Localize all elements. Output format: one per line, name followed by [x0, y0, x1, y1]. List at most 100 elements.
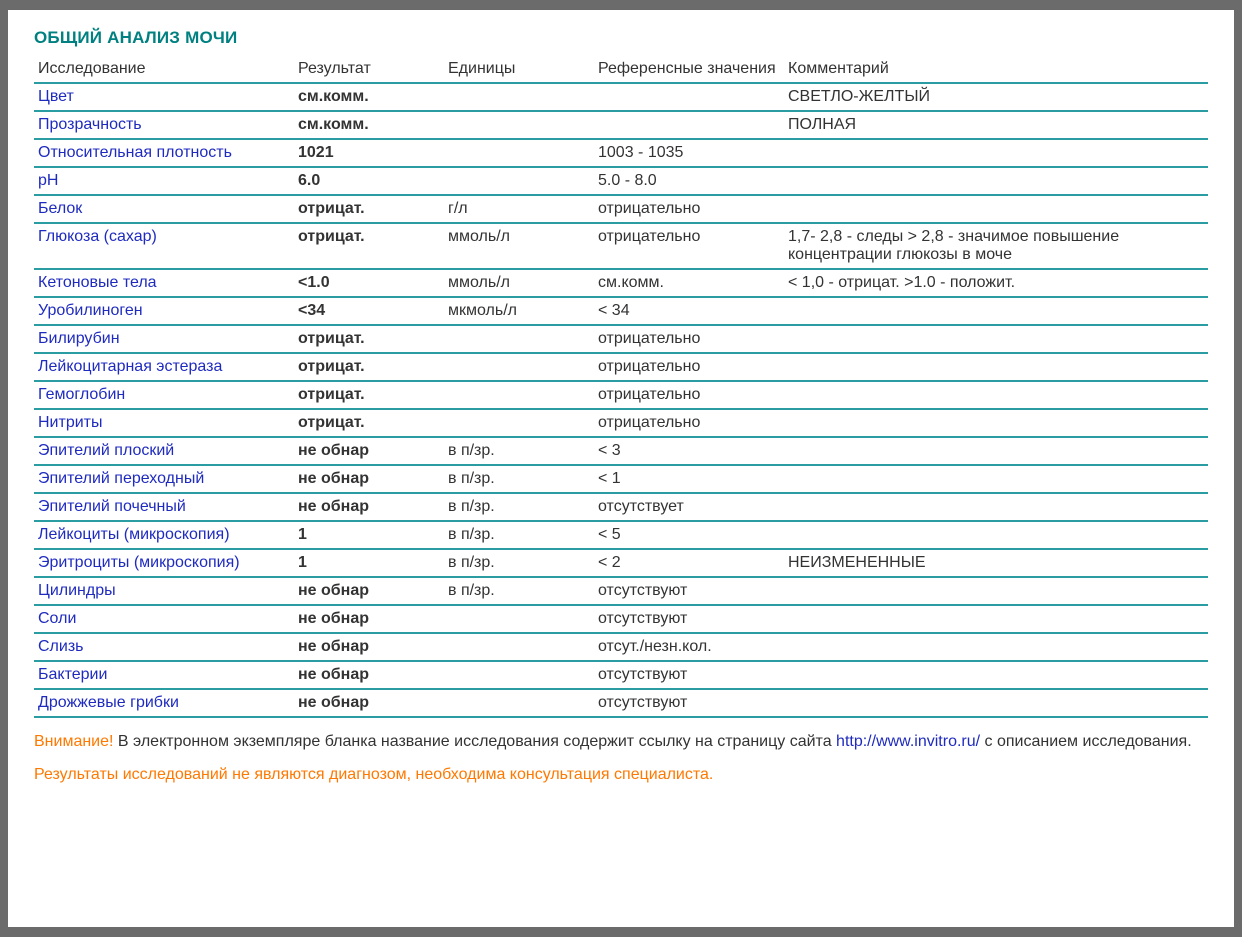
cell-comment: НЕИЗМЕНЕННЫЕ: [784, 549, 1208, 577]
test-name-link[interactable]: Соли: [38, 610, 76, 627]
col-header-result: Результат: [294, 56, 444, 83]
cell-units: [444, 325, 594, 353]
cell-units: в п/зр.: [444, 465, 594, 493]
cell-comment: [784, 521, 1208, 549]
table-row: Эритроциты (микроскопия)1в п/зр.< 2НЕИЗМ…: [34, 549, 1208, 577]
table-row: Кетоновые тела<1.0ммоль/лсм.комм.< 1,0 -…: [34, 269, 1208, 297]
cell-test-name: Глюкоза (сахар): [34, 223, 294, 269]
cell-reference: < 3: [594, 437, 784, 465]
cell-test-name: Билирубин: [34, 325, 294, 353]
cell-result: 1: [294, 549, 444, 577]
test-name-link[interactable]: pH: [38, 172, 58, 189]
cell-test-name: Эпителий почечный: [34, 493, 294, 521]
cell-units: г/л: [444, 195, 594, 223]
cell-reference: отсутствуют: [594, 577, 784, 605]
test-name-link[interactable]: Белок: [38, 200, 82, 217]
test-name-link[interactable]: Уробилиноген: [38, 302, 143, 319]
test-name-link[interactable]: Глюкоза (сахар): [38, 228, 157, 245]
cell-units: [444, 381, 594, 409]
cell-reference: отрицательно: [594, 223, 784, 269]
cell-units: в п/зр.: [444, 577, 594, 605]
cell-test-name: Бактерии: [34, 661, 294, 689]
col-header-units: Единицы: [444, 56, 594, 83]
cell-units: [444, 661, 594, 689]
test-name-link[interactable]: Цилиндры: [38, 582, 116, 599]
cell-comment: ПОЛНАЯ: [784, 111, 1208, 139]
test-name-link[interactable]: Кетоновые тела: [38, 274, 157, 291]
test-name-link[interactable]: Цвет: [38, 88, 74, 105]
footnote-attention: Внимание! В электронном экземпляре бланк…: [34, 732, 1208, 752]
cell-units: [444, 633, 594, 661]
cell-units: [444, 605, 594, 633]
test-name-link[interactable]: Прозрачность: [38, 116, 142, 133]
table-row: Цветсм.комм.СВЕТЛО-ЖЕЛТЫЙ: [34, 83, 1208, 111]
test-name-link[interactable]: Лейкоциты (микроскопия): [38, 526, 230, 543]
cell-test-name: Дрожжевые грибки: [34, 689, 294, 717]
test-name-link[interactable]: Эпителий плоский: [38, 442, 174, 459]
cell-result: не обнар: [294, 493, 444, 521]
cell-test-name: Слизь: [34, 633, 294, 661]
cell-comment: [784, 195, 1208, 223]
cell-comment: [784, 689, 1208, 717]
cell-comment: < 1,0 - отрицат. >1.0 - положит.: [784, 269, 1208, 297]
cell-test-name: Эпителий плоский: [34, 437, 294, 465]
footnote-site-link[interactable]: http://www.invitro.ru/: [836, 733, 980, 750]
cell-reference: < 5: [594, 521, 784, 549]
table-row: Слизьне обнаротсут./незн.кол.: [34, 633, 1208, 661]
cell-result: см.комм.: [294, 83, 444, 111]
cell-reference: отрицательно: [594, 381, 784, 409]
cell-reference: отрицательно: [594, 409, 784, 437]
test-name-link[interactable]: Эпителий почечный: [38, 498, 186, 515]
test-name-link[interactable]: Слизь: [38, 638, 84, 655]
cell-result: не обнар: [294, 605, 444, 633]
test-name-link[interactable]: Эпителий переходный: [38, 470, 204, 487]
cell-comment: [784, 577, 1208, 605]
cell-result: 1021: [294, 139, 444, 167]
cell-reference: отсутствуют: [594, 689, 784, 717]
cell-result: отрицат.: [294, 325, 444, 353]
cell-result: <34: [294, 297, 444, 325]
cell-units: в п/зр.: [444, 437, 594, 465]
test-name-link[interactable]: Лейкоцитарная эстераза: [38, 358, 222, 375]
test-name-link[interactable]: Билирубин: [38, 330, 120, 347]
cell-test-name: Гемоглобин: [34, 381, 294, 409]
cell-units: в п/зр.: [444, 521, 594, 549]
cell-comment: [784, 633, 1208, 661]
cell-reference: отрицательно: [594, 325, 784, 353]
table-row: Гемоглобинотрицат.отрицательно: [34, 381, 1208, 409]
table-row: Нитритыотрицат.отрицательно: [34, 409, 1208, 437]
report-sheet: ОБЩИЙ АНАЛИЗ МОЧИ Исследование Результат…: [8, 10, 1234, 927]
cell-reference: [594, 111, 784, 139]
table-row: Бактериине обнаротсутствуют: [34, 661, 1208, 689]
cell-units: ммоль/л: [444, 223, 594, 269]
footnote-text-2: с описанием исследования.: [980, 733, 1192, 750]
cell-result: отрицат.: [294, 353, 444, 381]
cell-result: не обнар: [294, 437, 444, 465]
cell-comment: [784, 325, 1208, 353]
cell-comment: [784, 605, 1208, 633]
test-name-link[interactable]: Гемоглобин: [38, 386, 125, 403]
cell-comment: [784, 381, 1208, 409]
cell-reference: отрицательно: [594, 353, 784, 381]
table-row: Эпителий почечныйне обнарв п/зр.отсутств…: [34, 493, 1208, 521]
footnote-disclaimer: Результаты исследований не являются диаг…: [34, 766, 1208, 784]
cell-result: не обнар: [294, 661, 444, 689]
table-row: Дрожжевые грибкине обнаротсутствуют: [34, 689, 1208, 717]
cell-units: [444, 139, 594, 167]
cell-units: [444, 409, 594, 437]
cell-reference: 1003 - 1035: [594, 139, 784, 167]
cell-reference: отсутствуют: [594, 605, 784, 633]
page-wrap: ОБЩИЙ АНАЛИЗ МОЧИ Исследование Результат…: [0, 0, 1242, 937]
cell-result: отрицат.: [294, 195, 444, 223]
table-row: Относительная плотность 1021 1003 - 1035: [34, 139, 1208, 167]
cell-reference: < 1: [594, 465, 784, 493]
cell-units: [444, 167, 594, 195]
cell-test-name: pH: [34, 167, 294, 195]
test-name-link[interactable]: Бактерии: [38, 666, 107, 683]
test-name-link[interactable]: Эритроциты (микроскопия): [38, 554, 240, 571]
test-name-link[interactable]: Дрожжевые грибки: [38, 694, 179, 711]
cell-units: [444, 689, 594, 717]
footnote-text-1: В электронном экземпляре бланка название…: [113, 733, 836, 750]
test-name-link[interactable]: Нитриты: [38, 414, 102, 431]
test-name-link[interactable]: Относительная плотность: [38, 144, 232, 161]
